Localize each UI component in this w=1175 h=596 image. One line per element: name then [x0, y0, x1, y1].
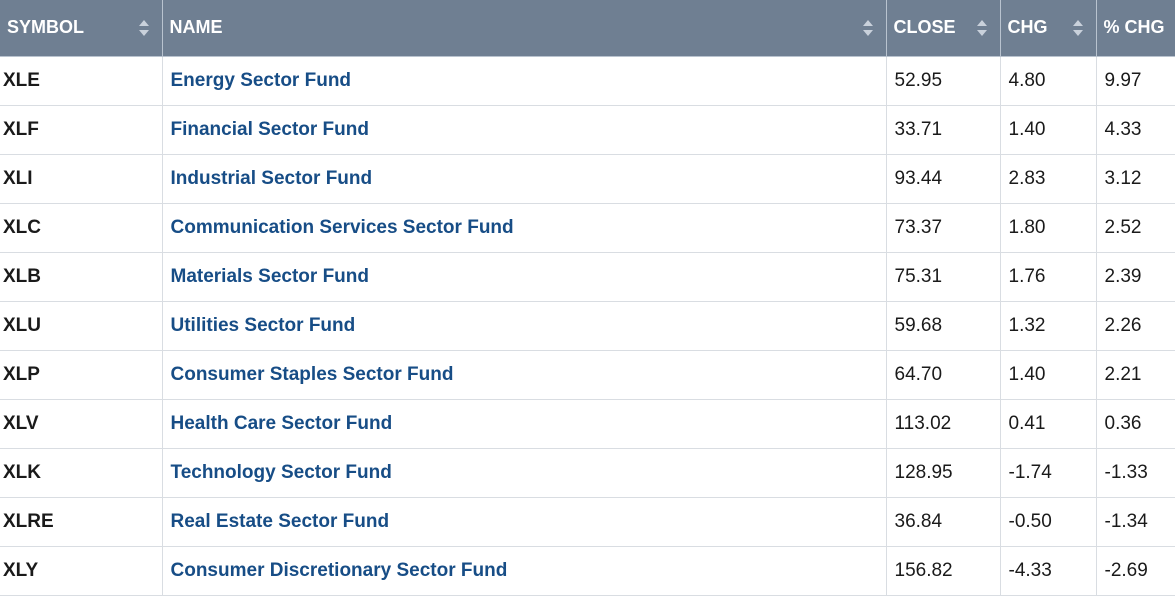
fund-name-link[interactable]: Industrial Sector Fund — [170, 167, 373, 189]
table-row: XLB Materials Sector Fund 75.31 1.76 2.3… — [0, 252, 1175, 302]
close-cell: 93.44 — [886, 154, 1001, 204]
column-header-symbol[interactable]: SYMBOL — [0, 0, 163, 57]
close-cell: 36.84 — [886, 497, 1001, 547]
chg-cell: 1.40 — [1000, 350, 1097, 400]
column-header-close[interactable]: CLOSE — [886, 0, 1001, 57]
name-cell: Communication Services Sector Fund — [162, 203, 887, 253]
chg-cell: 4.80 — [1000, 56, 1097, 106]
name-cell: Consumer Discretionary Sector Fund — [162, 546, 887, 596]
header-row: SYMBOL NAME CLOSE CHG — [0, 0, 1175, 57]
pct-chg-cell: 2.52 — [1096, 203, 1175, 253]
fund-name-link[interactable]: Energy Sector Fund — [170, 69, 352, 91]
symbol-cell: XLF — [0, 105, 163, 155]
sort-arrows-icon[interactable] — [862, 19, 874, 37]
chg-cell: 1.80 — [1000, 203, 1097, 253]
column-header-label: SYMBOL — [7, 17, 85, 38]
symbol-cell: XLB — [0, 252, 163, 302]
chg-cell: -0.50 — [1000, 497, 1097, 547]
column-header-chg[interactable]: CHG — [1000, 0, 1097, 57]
close-cell: 52.95 — [886, 56, 1001, 106]
close-cell: 128.95 — [886, 448, 1001, 498]
table-row: XLK Technology Sector Fund 128.95 -1.74 … — [0, 448, 1175, 498]
name-cell: Industrial Sector Fund — [162, 154, 887, 204]
fund-name-link[interactable]: Technology Sector Fund — [170, 461, 392, 483]
symbol-cell: XLE — [0, 56, 163, 106]
fund-name-link[interactable]: Real Estate Sector Fund — [170, 510, 390, 532]
chg-cell: 1.40 — [1000, 105, 1097, 155]
table-row: XLC Communication Services Sector Fund 7… — [0, 203, 1175, 253]
pct-chg-cell: 3.12 — [1096, 154, 1175, 204]
pct-chg-cell: 2.26 — [1096, 301, 1175, 351]
name-cell: Technology Sector Fund — [162, 448, 887, 498]
column-header-pct-chg[interactable]: % CHG — [1096, 0, 1175, 57]
pct-chg-cell: -1.33 — [1096, 448, 1175, 498]
fund-name-link[interactable]: Materials Sector Fund — [170, 265, 370, 287]
symbol-cell: XLK — [0, 448, 163, 498]
pct-chg-cell: 4.33 — [1096, 105, 1175, 155]
chg-cell: -4.33 — [1000, 546, 1097, 596]
fund-name-link[interactable]: Utilities Sector Fund — [170, 314, 356, 336]
chg-cell: 1.32 — [1000, 301, 1097, 351]
pct-chg-cell: 2.21 — [1096, 350, 1175, 400]
fund-name-link[interactable]: Communication Services Sector Fund — [170, 216, 514, 238]
pct-chg-cell: 2.39 — [1096, 252, 1175, 302]
chg-cell: 1.76 — [1000, 252, 1097, 302]
name-cell: Real Estate Sector Fund — [162, 497, 887, 547]
pct-chg-cell: -1.34 — [1096, 497, 1175, 547]
table-row: XLP Consumer Staples Sector Fund 64.70 1… — [0, 350, 1175, 400]
table-row: XLU Utilities Sector Fund 59.68 1.32 2.2… — [0, 301, 1175, 351]
fund-name-link[interactable]: Consumer Staples Sector Fund — [170, 363, 454, 385]
name-cell: Energy Sector Fund — [162, 56, 887, 106]
symbol-cell: XLRE — [0, 497, 163, 547]
column-header-label: NAME — [169, 17, 223, 38]
chg-cell: -1.74 — [1000, 448, 1097, 498]
sort-arrows-icon[interactable] — [976, 19, 988, 37]
sort-arrows-icon[interactable] — [138, 19, 150, 37]
close-cell: 73.37 — [886, 203, 1001, 253]
close-cell: 59.68 — [886, 301, 1001, 351]
name-cell: Financial Sector Fund — [162, 105, 887, 155]
close-cell: 75.31 — [886, 252, 1001, 302]
symbol-cell: XLC — [0, 203, 163, 253]
table-row: XLY Consumer Discretionary Sector Fund 1… — [0, 546, 1175, 596]
symbol-cell: XLY — [0, 546, 163, 596]
table-row: XLF Financial Sector Fund 33.71 1.40 4.3… — [0, 105, 1175, 155]
table-row: XLV Health Care Sector Fund 113.02 0.41 … — [0, 399, 1175, 449]
sort-arrows-icon[interactable] — [1072, 19, 1084, 37]
close-cell: 64.70 — [886, 350, 1001, 400]
column-header-label: CLOSE — [893, 17, 956, 38]
fund-name-link[interactable]: Financial Sector Fund — [170, 118, 369, 140]
name-cell: Consumer Staples Sector Fund — [162, 350, 887, 400]
pct-chg-cell: 9.97 — [1096, 56, 1175, 106]
name-cell: Health Care Sector Fund — [162, 399, 887, 449]
symbol-cell: XLP — [0, 350, 163, 400]
table-row: XLE Energy Sector Fund 52.95 4.80 9.97 — [0, 56, 1175, 106]
column-header-name[interactable]: NAME — [162, 0, 887, 57]
close-cell: 156.82 — [886, 546, 1001, 596]
name-cell: Materials Sector Fund — [162, 252, 887, 302]
symbol-cell: XLU — [0, 301, 163, 351]
table-row: XLRE Real Estate Sector Fund 36.84 -0.50… — [0, 497, 1175, 547]
table-header: SYMBOL NAME CLOSE CHG — [0, 0, 1175, 57]
symbol-cell: XLV — [0, 399, 163, 449]
chg-cell: 0.41 — [1000, 399, 1097, 449]
table-row: XLI Industrial Sector Fund 93.44 2.83 3.… — [0, 154, 1175, 204]
symbol-cell: XLI — [0, 154, 163, 204]
chg-cell: 2.83 — [1000, 154, 1097, 204]
pct-chg-cell: 0.36 — [1096, 399, 1175, 449]
name-cell: Utilities Sector Fund — [162, 301, 887, 351]
fund-name-link[interactable]: Consumer Discretionary Sector Fund — [170, 559, 508, 581]
fund-name-link[interactable]: Health Care Sector Fund — [170, 412, 393, 434]
column-header-label: % CHG — [1103, 17, 1165, 38]
pct-chg-cell: -2.69 — [1096, 546, 1175, 596]
table-body: XLE Energy Sector Fund 52.95 4.80 9.97 X… — [0, 56, 1175, 596]
close-cell: 33.71 — [886, 105, 1001, 155]
column-header-label: CHG — [1007, 17, 1048, 38]
close-cell: 113.02 — [886, 399, 1001, 449]
